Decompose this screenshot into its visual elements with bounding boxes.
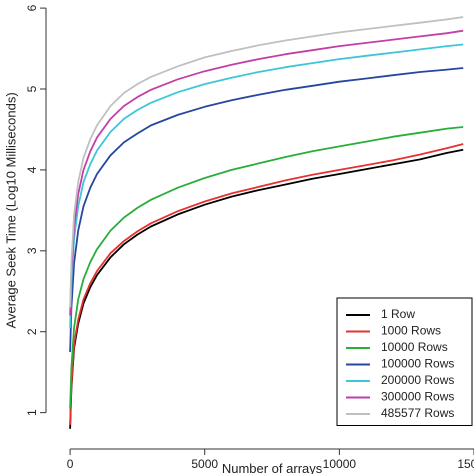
x-axis-ticks: 0 5000 10000 15000 xyxy=(67,449,474,471)
legend-label: 10000 Rows xyxy=(381,340,448,354)
series-line xyxy=(69,67,464,353)
series-line xyxy=(69,43,464,328)
series-line xyxy=(69,29,464,316)
x-tick-label: 10000 xyxy=(323,457,357,471)
legend-label: 1 Row xyxy=(381,307,415,321)
legend-box xyxy=(336,297,473,426)
series-line xyxy=(69,148,464,429)
legend-label: 1000 Rows xyxy=(381,324,441,338)
legend-label: 485577 Rows xyxy=(381,406,454,420)
y-tick-label: 4 xyxy=(25,166,39,173)
legend-label: 200000 Rows xyxy=(381,373,454,387)
legend-label: 300000 Rows xyxy=(381,390,454,404)
x-axis-title: Number of arrays xyxy=(222,461,323,474)
y-tick-label: 2 xyxy=(25,328,39,335)
y-axis-title: Average Seek Time (Log10 Milliseconds) xyxy=(3,92,18,328)
legend-label: 100000 Rows xyxy=(381,357,454,371)
y-tick-label: 6 xyxy=(25,4,39,11)
legend: 1 Row 1000 Rows 10000 Rows 100000 Rows 20000… xyxy=(336,297,473,426)
x-tick-label: 15000 xyxy=(457,457,474,471)
series-lines xyxy=(69,16,464,429)
y-tick-label: 3 xyxy=(25,247,39,254)
x-tick-label: 5000 xyxy=(191,457,218,471)
x-tick-label: 0 xyxy=(67,457,74,471)
y-axis-ticks: 1 2 3 4 5 6 xyxy=(25,4,46,416)
series-line xyxy=(69,143,464,425)
series-line xyxy=(69,16,464,308)
plot-area: 0 5000 10000 15000 1 2 3 4 5 6 xyxy=(25,4,474,471)
y-tick-label: 5 xyxy=(25,85,39,92)
series-line xyxy=(69,126,464,409)
y-tick-label: 1 xyxy=(25,409,39,416)
